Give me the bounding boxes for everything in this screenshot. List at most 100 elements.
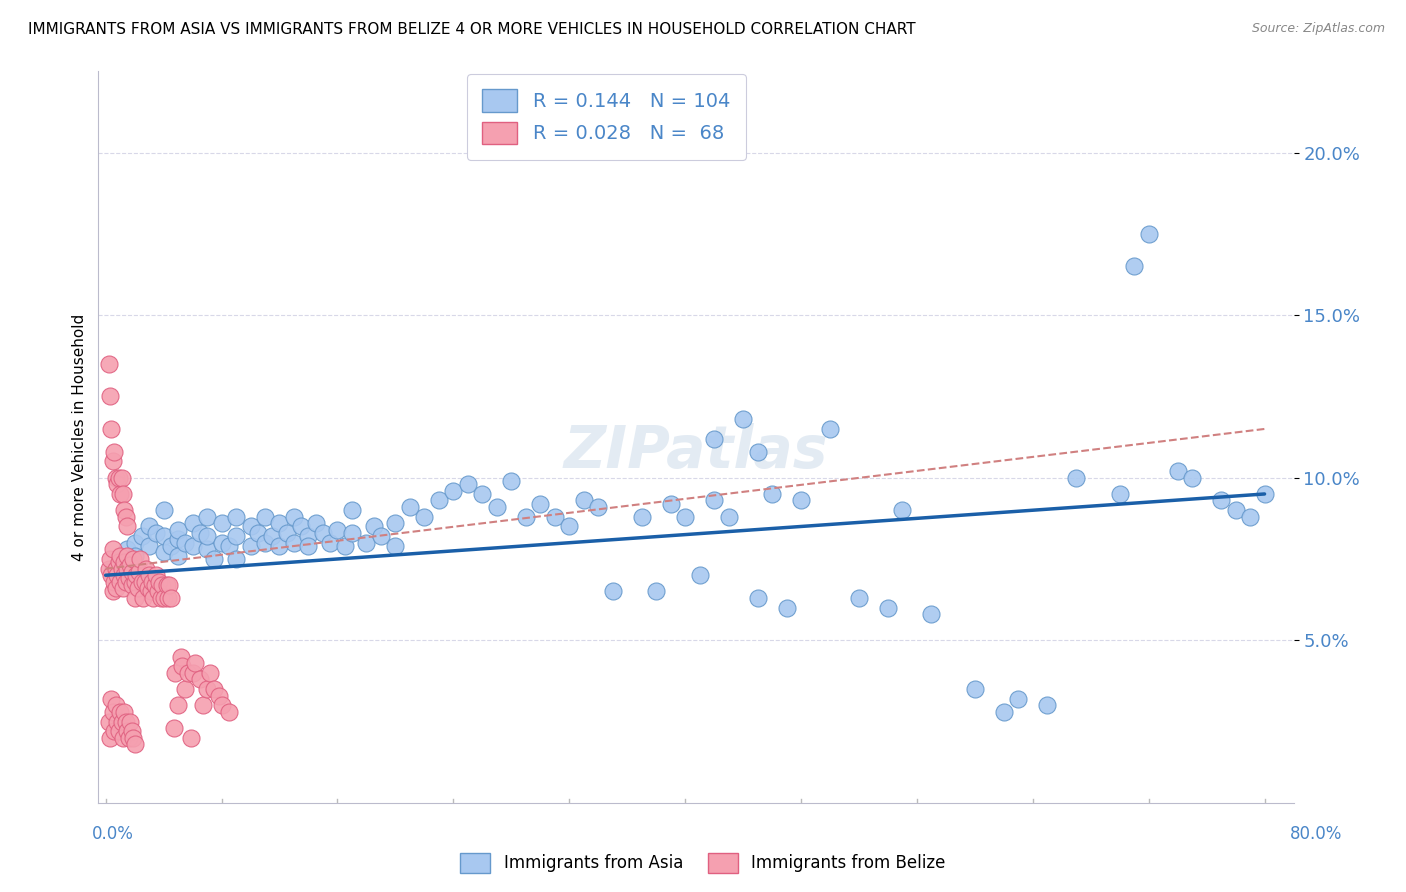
Point [110,471,132,485]
Point [114,503,136,517]
Point [195,509,218,524]
Legend: Immigrants from Asia, Immigrants from Belize: Immigrants from Asia, Immigrants from Be… [454,847,952,880]
Point [143,578,166,592]
Point [673,509,696,524]
Point [167,549,190,563]
Point [160,539,183,553]
Point [145,526,167,541]
Point [114,705,136,719]
Point [283,535,305,549]
Text: Source: ZipAtlas.com: Source: ZipAtlas.com [1251,22,1385,36]
Legend: R = 0.144   N = 104, R = 0.028   N =  68: R = 0.144 N = 104, R = 0.028 N = 68 [467,74,745,160]
Point [305,516,328,531]
Point [818,422,841,436]
Point [485,500,508,514]
Point [1108,487,1130,501]
Point [117,549,139,563]
Point [188,526,211,541]
Point [731,412,754,426]
Point [602,584,624,599]
Point [174,681,197,696]
Point [114,555,136,569]
Point [138,539,160,553]
Point [211,698,233,713]
Point [471,487,494,501]
Point [167,698,190,713]
Point [333,539,356,553]
Point [97,714,120,729]
Point [1007,691,1029,706]
Point [920,607,942,622]
Point [993,705,1015,719]
Point [181,665,204,680]
Point [138,519,160,533]
Point [101,584,124,599]
Point [630,509,652,524]
Point [132,591,155,605]
Point [761,487,783,501]
Point [128,565,150,579]
Point [124,574,146,589]
Point [225,509,247,524]
Text: 80.0%: 80.0% [1291,825,1343,843]
Point [142,591,165,605]
Point [246,526,269,541]
Point [239,539,262,553]
Point [586,500,609,514]
Point [645,584,668,599]
Point [384,539,406,553]
Point [558,519,581,533]
Point [135,562,157,576]
Point [747,444,769,458]
Point [97,562,120,576]
Point [152,545,174,559]
Point [188,673,211,687]
Point [269,539,291,553]
Point [121,578,143,592]
Point [117,542,139,557]
Point [290,519,312,533]
Point [297,529,319,543]
Point [148,574,170,589]
Point [100,568,122,582]
Point [112,581,135,595]
Point [181,516,204,531]
Point [399,500,422,514]
Point [253,535,276,549]
Point [124,535,146,549]
Point [717,509,740,524]
Point [145,568,167,582]
Point [208,689,231,703]
Point [108,574,131,589]
Point [184,656,207,670]
Point [384,516,406,531]
Point [202,552,225,566]
Point [501,474,523,488]
Point [689,568,711,582]
Point [218,705,240,719]
Point [108,549,131,563]
Point [160,591,183,605]
Point [124,549,146,563]
Point [125,568,148,582]
Text: 0.0%: 0.0% [91,825,134,843]
Point [118,572,141,586]
Point [122,731,145,745]
Point [98,552,121,566]
Point [319,535,342,549]
Y-axis label: 4 or more Vehicles in Household: 4 or more Vehicles in Household [72,313,87,561]
Point [155,578,177,592]
Point [120,714,142,729]
Point [118,731,141,745]
Point [180,731,202,745]
Point [115,574,138,589]
Point [146,584,169,599]
Point [97,357,120,371]
Point [276,526,298,541]
Point [239,519,262,533]
Point [101,542,124,557]
Point [544,509,567,524]
Point [136,581,159,595]
Point [848,591,870,605]
Point [120,558,142,573]
